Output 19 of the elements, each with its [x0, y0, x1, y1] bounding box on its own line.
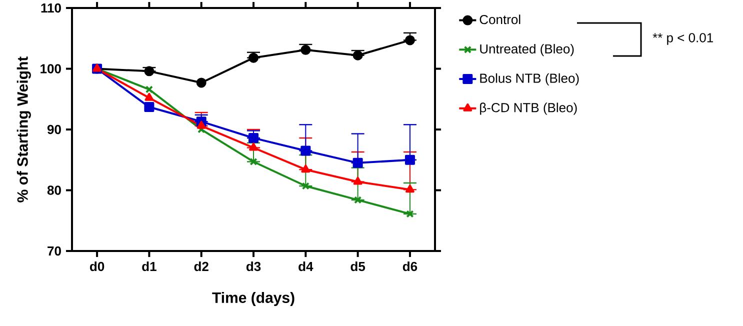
x-tick-label: d6 — [402, 262, 418, 272]
x-tick-label: d1 — [142, 262, 156, 272]
y-tick-label: 80 — [47, 186, 61, 195]
legend-label: Control — [480, 14, 520, 24]
x-tick-label: d5 — [350, 262, 366, 272]
x-axis-title: Time (days) — [212, 292, 294, 306]
y-tick-label: 70 — [48, 246, 61, 256]
y-tick-label: 100 — [40, 64, 61, 74]
text: ** p < 0.01 — [652, 33, 713, 45]
y-axis-title: % of Starting Weight — [16, 56, 31, 202]
y-tick-label: 90 — [47, 124, 61, 134]
x-tick-label: d0 — [90, 262, 104, 272]
legend-label: β-CD NTB (Bleo) — [480, 102, 577, 115]
legend-label: Untreated (Bleo) — [480, 44, 574, 56]
y-tick-label: 110 — [41, 3, 61, 13]
x-tick-label: d4 — [298, 262, 314, 272]
x-tick-label: d2 — [194, 262, 208, 272]
legend-label: Bolus NTB (Bleo) — [480, 73, 579, 86]
x-tick-label: d3 — [246, 262, 261, 272]
